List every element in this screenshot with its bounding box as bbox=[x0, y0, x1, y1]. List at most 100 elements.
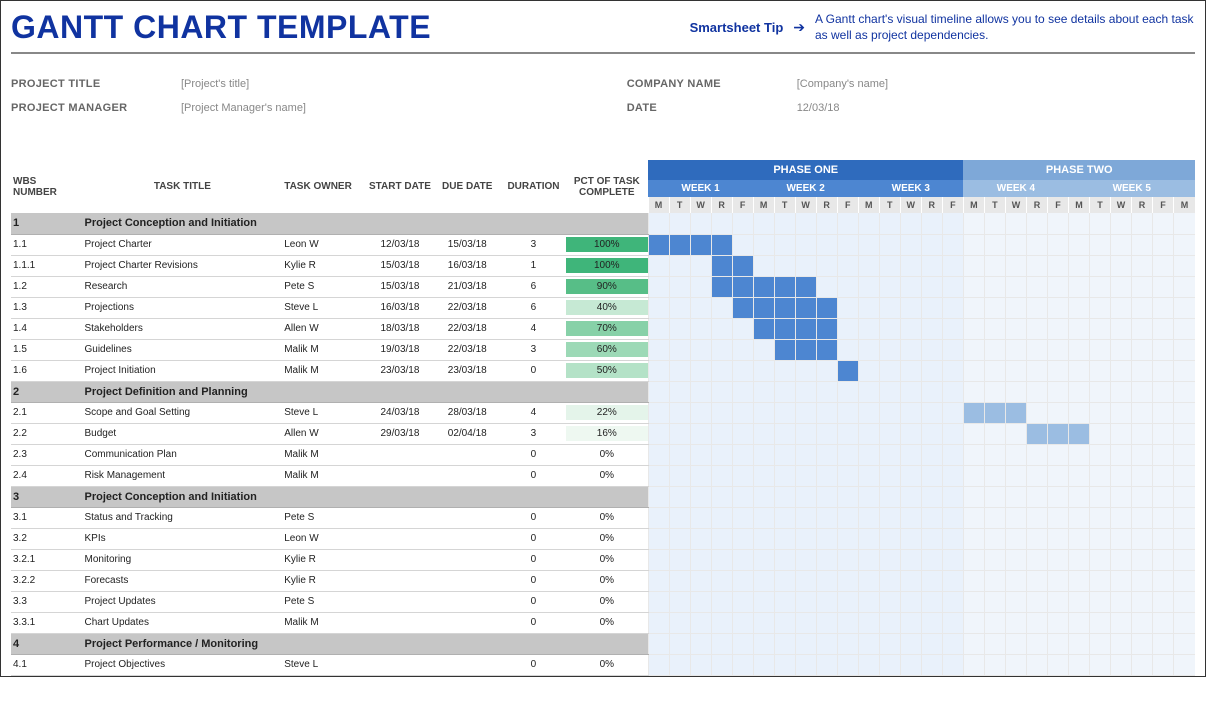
gantt-cell bbox=[669, 633, 690, 654]
gantt-cell bbox=[837, 381, 858, 402]
gantt-cell bbox=[690, 339, 711, 360]
cell-owner: Malik M bbox=[282, 339, 366, 360]
meta-row: PROJECT MANAGER [Project Manager's name] bbox=[11, 96, 579, 120]
cell-owner: Malik M bbox=[282, 612, 366, 633]
cell-owner: Malik M bbox=[282, 465, 366, 486]
gantt-cell bbox=[711, 339, 732, 360]
gantt-cell bbox=[648, 423, 669, 444]
gantt-cell bbox=[1005, 276, 1026, 297]
gantt-cell bbox=[1005, 318, 1026, 339]
gantt-cell bbox=[1090, 213, 1111, 234]
gantt-cell bbox=[669, 255, 690, 276]
gantt-cell bbox=[1026, 423, 1047, 444]
cell-task: Project Objectives bbox=[82, 654, 282, 675]
gantt-cell bbox=[774, 465, 795, 486]
gantt-cell bbox=[711, 360, 732, 381]
day-header: F bbox=[1047, 197, 1068, 213]
cell-start: 23/03/18 bbox=[366, 360, 433, 381]
cell-wbs: 2.4 bbox=[11, 465, 82, 486]
section-row: 4 Project Performance / Monitoring bbox=[11, 633, 1195, 654]
phase-header: PHASE TWO bbox=[963, 160, 1195, 180]
gantt-cell bbox=[837, 612, 858, 633]
gantt-cell bbox=[1068, 402, 1089, 423]
gantt-cell bbox=[963, 318, 984, 339]
gantt-cell bbox=[984, 423, 1005, 444]
gantt-cell bbox=[732, 297, 753, 318]
gantt-cell bbox=[732, 381, 753, 402]
cell-wbs: 2.2 bbox=[11, 423, 82, 444]
gantt-cell bbox=[900, 423, 921, 444]
cell-wbs: 3.2 bbox=[11, 528, 82, 549]
col-wbs: WBS NUMBER bbox=[11, 160, 82, 213]
day-header: T bbox=[1090, 197, 1111, 213]
gantt-cell bbox=[648, 528, 669, 549]
gantt-cell bbox=[900, 570, 921, 591]
gantt-cell bbox=[669, 570, 690, 591]
gantt-cell bbox=[795, 213, 816, 234]
gantt-cell bbox=[669, 234, 690, 255]
cell-wbs: 2.3 bbox=[11, 444, 82, 465]
gantt-cell bbox=[1090, 591, 1111, 612]
gantt-cell bbox=[648, 381, 669, 402]
gantt-cell bbox=[1068, 339, 1089, 360]
gantt-cell bbox=[858, 234, 879, 255]
task-row: 3.1 Status and Tracking Pete S 0 0% bbox=[11, 507, 1195, 528]
gantt-cell bbox=[1026, 381, 1047, 402]
gantt-cell bbox=[648, 591, 669, 612]
gantt-cell bbox=[774, 213, 795, 234]
cell-start bbox=[366, 507, 433, 528]
task-row: 2.4 Risk Management Malik M 0 0% bbox=[11, 465, 1195, 486]
gantt-cell bbox=[711, 276, 732, 297]
gantt-cell bbox=[1111, 297, 1132, 318]
cell-task: Stakeholders bbox=[82, 318, 282, 339]
cell-start bbox=[366, 612, 433, 633]
gantt-cell bbox=[816, 255, 837, 276]
gantt-cell bbox=[921, 339, 942, 360]
cell-task: Project Charter bbox=[82, 234, 282, 255]
col-due: DUE DATE bbox=[434, 160, 501, 213]
gantt-cell bbox=[1153, 654, 1174, 675]
gantt-cell bbox=[795, 339, 816, 360]
gantt-cell bbox=[774, 507, 795, 528]
gantt-cell bbox=[795, 444, 816, 465]
gantt-cell bbox=[1174, 528, 1195, 549]
gantt-cell bbox=[1174, 360, 1195, 381]
cell-wbs: 1.2 bbox=[11, 276, 82, 297]
cell-start bbox=[366, 528, 433, 549]
gantt-cell bbox=[753, 339, 774, 360]
task-row: 4.1 Project Objectives Steve L 0 0% bbox=[11, 654, 1195, 675]
gantt-cell bbox=[900, 213, 921, 234]
col-pct: PCT OF TASK COMPLETE bbox=[566, 160, 648, 213]
gantt-cell bbox=[816, 360, 837, 381]
week-header: WEEK 4 bbox=[963, 180, 1068, 197]
gantt-cell bbox=[1068, 549, 1089, 570]
gantt-cell bbox=[942, 654, 963, 675]
task-row: 1.1.1 Project Charter Revisions Kylie R … bbox=[11, 255, 1195, 276]
gantt-cell bbox=[711, 591, 732, 612]
cell-pct: 90% bbox=[566, 276, 648, 297]
gantt-cell bbox=[837, 234, 858, 255]
gantt-cell bbox=[1068, 444, 1089, 465]
cell-wbs: 1.4 bbox=[11, 318, 82, 339]
cell-due: 15/03/18 bbox=[434, 234, 501, 255]
gantt-cell bbox=[816, 381, 837, 402]
gantt-cell bbox=[648, 633, 669, 654]
gantt-cell bbox=[816, 402, 837, 423]
gantt-cell bbox=[690, 528, 711, 549]
gantt-cell bbox=[774, 360, 795, 381]
gantt-cell bbox=[753, 570, 774, 591]
gantt-cell bbox=[900, 276, 921, 297]
cell-task: Project Charter Revisions bbox=[82, 255, 282, 276]
gantt-cell bbox=[648, 486, 669, 507]
cell-dur: 0 bbox=[501, 654, 566, 675]
task-row: 1.6 Project Initiation Malik M 23/03/18 … bbox=[11, 360, 1195, 381]
gantt-cell bbox=[669, 318, 690, 339]
gantt-cell bbox=[858, 297, 879, 318]
cell-task: Chart Updates bbox=[82, 612, 282, 633]
gantt-cell bbox=[753, 486, 774, 507]
cell-due bbox=[434, 654, 501, 675]
gantt-cell bbox=[837, 339, 858, 360]
gantt-cell bbox=[753, 297, 774, 318]
gantt-cell bbox=[1111, 213, 1132, 234]
gantt-cell bbox=[1068, 213, 1089, 234]
